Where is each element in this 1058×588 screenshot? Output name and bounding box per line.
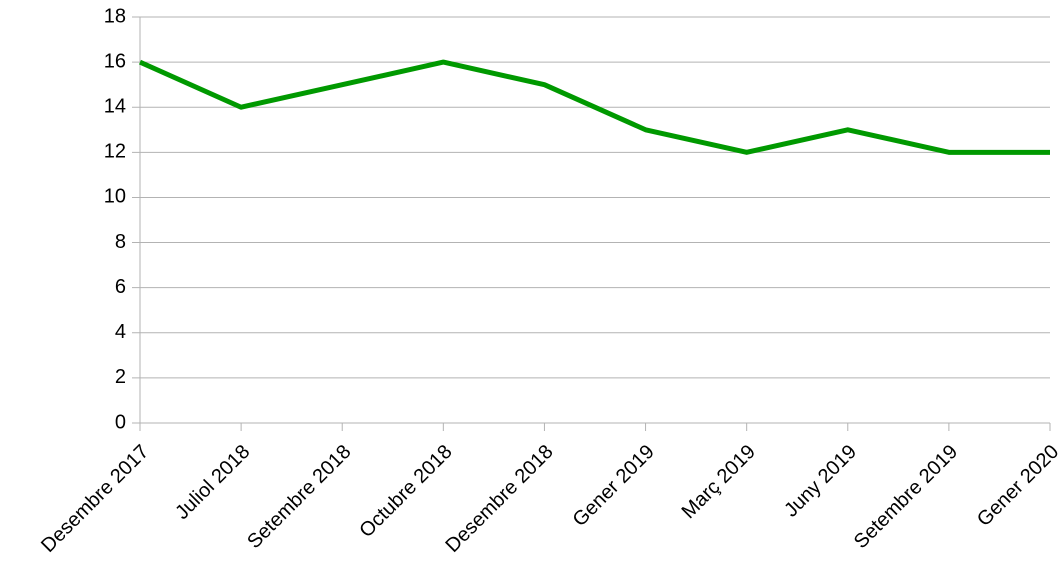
y-tick-label: 16 [104, 50, 126, 72]
y-tick-label: 10 [104, 186, 126, 208]
line-series [138, 59, 1050, 155]
x-tick-label: Juliol 2018 [171, 441, 254, 524]
y-tick-label: 2 [115, 366, 126, 388]
x-tick-label: Octubre 2018 [355, 441, 456, 542]
y-tick-label: 12 [104, 141, 126, 163]
y-tick-label: 18 [104, 5, 126, 27]
y-tick-label: 6 [115, 276, 126, 298]
x-tick-label: Gener 2019 [569, 441, 659, 531]
x-tick-label: Març 2019 [678, 441, 760, 523]
y-tick-label: 14 [104, 96, 126, 118]
y-tick-label: 4 [115, 321, 126, 343]
x-tick-label: Desembre 2018 [442, 441, 558, 557]
y-tick-label: 8 [115, 231, 126, 253]
x-tick-label: Juny 2019 [780, 441, 861, 522]
y-tick-label: 0 [115, 411, 126, 433]
x-tick-label: Setembre 2019 [850, 441, 962, 553]
x-tick-label: Setembre 2018 [243, 441, 355, 553]
x-tick-label: Desembre 2017 [37, 441, 153, 557]
x-tick-label: Gener 2020 [973, 441, 1058, 531]
